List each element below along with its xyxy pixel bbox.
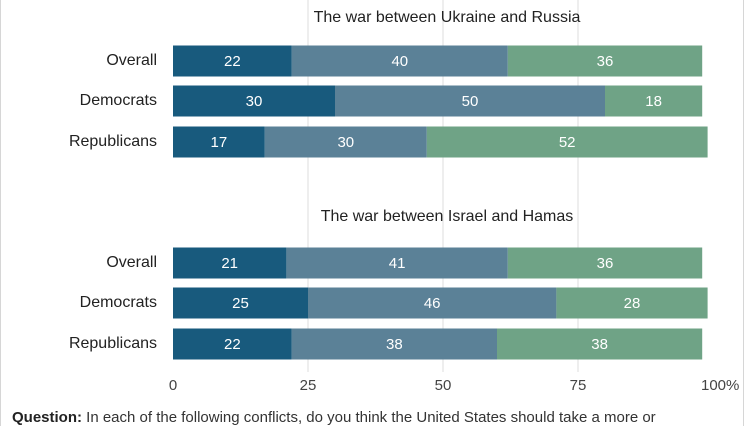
bar-segment-more <box>173 247 287 279</box>
data-label-more: 21 <box>221 255 238 272</box>
data-label-less: 36 <box>597 53 614 70</box>
data-label-more: 22 <box>224 336 241 353</box>
bar-segment-same <box>286 247 508 279</box>
bar-segment-more <box>173 85 335 117</box>
bar-segment-same <box>291 328 497 360</box>
x-tick-label: 50 <box>435 377 452 394</box>
bar-segment-less <box>507 45 703 77</box>
category-label-overall: Overall <box>106 52 157 69</box>
category-label-overall: Overall <box>106 254 157 271</box>
bar-segment-less <box>605 85 703 117</box>
data-label-same: 46 <box>424 295 441 312</box>
data-label-more: 25 <box>232 295 249 312</box>
bar-segment-more <box>173 328 292 360</box>
data-label-less: 52 <box>559 134 576 151</box>
category-label-republicans: Republicans <box>69 335 157 352</box>
question-text: In each of the following conflicts, do y… <box>82 409 656 426</box>
question-label: Question: <box>12 409 82 426</box>
data-label-same: 41 <box>389 255 406 272</box>
category-label-republicans: Republicans <box>69 133 157 150</box>
data-label-more: 30 <box>246 93 263 110</box>
x-tick-label: 75 <box>570 377 587 394</box>
bar-segment-same <box>335 85 605 117</box>
data-label-less: 18 <box>645 93 662 110</box>
left-edge <box>0 0 1 426</box>
data-label-less: 38 <box>591 336 608 353</box>
bar-segment-less <box>507 247 703 279</box>
bar-segment-less <box>497 328 703 360</box>
x-tick-label: 25 <box>300 377 317 394</box>
bar-segment-more <box>173 45 292 77</box>
category-label-democrats: Democrats <box>80 294 157 311</box>
data-label-more: 22 <box>224 53 241 70</box>
bar-segment-same <box>291 45 508 77</box>
panel-title-1: The war between Ukraine and Russia <box>314 9 581 26</box>
bar-segment-more <box>173 126 265 158</box>
bar-segment-same <box>308 287 557 319</box>
x-tick-label: 0 <box>169 377 177 394</box>
data-label-less: 28 <box>624 295 641 312</box>
data-label-same: 50 <box>462 93 479 110</box>
x-tick-label: 100% <box>701 377 739 394</box>
bar-segment-more <box>173 287 308 319</box>
data-label-same: 40 <box>391 53 408 70</box>
bar-segment-same <box>264 126 427 158</box>
category-label-democrats: Democrats <box>80 92 157 109</box>
right-edge <box>743 0 744 426</box>
data-label-less: 36 <box>597 255 614 272</box>
bar-segment-less <box>556 287 708 319</box>
data-label-same: 38 <box>386 336 403 353</box>
panel-title-2: The war between Israel and Hamas <box>321 208 574 225</box>
question-note: Question: In each of the following confl… <box>12 409 742 426</box>
data-label-more: 17 <box>211 134 228 151</box>
bar-segment-less <box>426 126 708 158</box>
data-label-same: 30 <box>337 134 354 151</box>
